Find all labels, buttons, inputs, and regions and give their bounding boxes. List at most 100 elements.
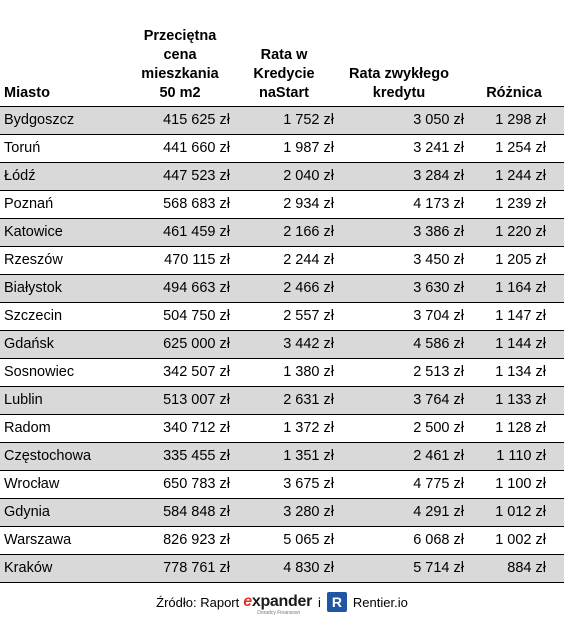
table-row: Radom 340 712 zł 1 372 zł 2 500 zł 1 128 zł [0, 413, 564, 442]
source-prefix: Źródło: Raport [156, 594, 240, 610]
expander-tagline: Doradcy Finansowi [257, 610, 300, 616]
difference-cell: 1 012 zł [464, 497, 564, 526]
price-cell: 568 683 zł [118, 189, 234, 218]
table-row: Warszawa 826 923 zł 5 065 zł 6 068 zł 1 002 … [0, 525, 564, 554]
expander-logo: expander Doradcy Finansowi [243, 593, 313, 616]
header-rata-kredyt-nastart: Rata w Kredycie naStart [234, 0, 334, 106]
price-cell: 584 848 zł [118, 497, 234, 526]
price-cell: 461 459 zł [118, 217, 234, 246]
rate-regular-cell: 3 050 zł [334, 105, 464, 134]
difference-cell: 1 110 zł [464, 441, 564, 470]
price-cell: 826 923 zł [118, 525, 234, 554]
city-cell: Sosnowiec [0, 357, 118, 386]
table-body: Bydgoszcz 415 625 zł 1 752 zł 3 050 zł 1 298… [0, 105, 564, 583]
city-cell: Poznań [0, 189, 118, 218]
difference-cell: 1 002 zł [464, 525, 564, 554]
rate-regular-cell: 2 461 zł [334, 441, 464, 470]
price-cell: 625 000 zł [118, 329, 234, 358]
header-rata-kredyt-nastart-text: Rata w Kredycie naStart [253, 46, 315, 101]
city-cell: Szczecin [0, 301, 118, 330]
table-row: Kraków 778 761 zł 4 830 zł 5 714 zł 884 zł [0, 553, 564, 583]
header-cena: Przeciętna cena mieszkania 50 m2 [118, 0, 234, 106]
rate-regular-cell: 3 284 zł [334, 161, 464, 190]
price-cell: 513 007 zł [118, 385, 234, 414]
table-header-row: Miasto Przeciętna cena mieszkania 50 m2 … [0, 0, 564, 106]
city-cell: Radom [0, 413, 118, 442]
rate-regular-cell: 4 291 zł [334, 497, 464, 526]
city-cell: Toruń [0, 133, 118, 162]
rate-nastart-cell: 2 934 zł [234, 189, 334, 218]
difference-cell: 1 128 zł [464, 413, 564, 442]
price-cell: 415 625 zł [118, 105, 234, 134]
difference-cell: 1 144 zł [464, 329, 564, 358]
rate-regular-cell: 2 513 zł [334, 357, 464, 386]
city-cell: Wrocław [0, 469, 118, 498]
city-cell: Gdynia [0, 497, 118, 526]
rate-nastart-cell: 1 372 zł [234, 413, 334, 442]
rate-nastart-cell: 2 466 zł [234, 273, 334, 302]
table-row: Gdynia 584 848 zł 3 280 zł 4 291 zł 1 012 zł [0, 497, 564, 526]
table-row: Łódź 447 523 zł 2 040 zł 3 284 zł 1 244 zł [0, 161, 564, 190]
rate-nastart-cell: 3 675 zł [234, 469, 334, 498]
price-table: Miasto Przeciętna cena mieszkania 50 m2 … [0, 0, 564, 583]
table-row: Lublin 513 007 zł 2 631 zł 3 764 zł 1 133 zł [0, 385, 564, 414]
source-separator: i [318, 594, 321, 610]
table-row: Wrocław 650 783 zł 3 675 zł 4 775 zł 1 100 z… [0, 469, 564, 498]
table-row: Gdańsk 625 000 zł 3 442 zł 4 586 zł 1 144 zł [0, 329, 564, 358]
rate-nastart-cell: 3 442 zł [234, 329, 334, 358]
difference-cell: 1 134 zł [464, 357, 564, 386]
table-row: Poznań 568 683 zł 2 934 zł 4 173 zł 1 239 zł [0, 189, 564, 218]
difference-cell: 1 244 zł [464, 161, 564, 190]
price-cell: 447 523 zł [118, 161, 234, 190]
rate-nastart-cell: 1 752 zł [234, 105, 334, 134]
rate-nastart-cell: 1 987 zł [234, 133, 334, 162]
rate-regular-cell: 3 630 zł [334, 273, 464, 302]
difference-cell: 1 205 zł [464, 245, 564, 274]
city-cell: Łódź [0, 161, 118, 190]
city-cell: Rzeszów [0, 245, 118, 274]
rate-nastart-cell: 2 040 zł [234, 161, 334, 190]
rate-regular-cell: 5 714 zł [334, 553, 464, 583]
rate-regular-cell: 4 586 zł [334, 329, 464, 358]
rate-regular-cell: 3 241 zł [334, 133, 464, 162]
header-cena-text: Przeciętna cena mieszkania 50 m2 [141, 27, 219, 101]
price-cell: 778 761 zł [118, 553, 234, 583]
price-cell: 650 783 zł [118, 469, 234, 498]
difference-cell: 1 147 zł [464, 301, 564, 330]
price-cell: 340 712 zł [118, 413, 234, 442]
rate-regular-cell: 6 068 zł [334, 525, 464, 554]
difference-cell: 1 254 zł [464, 133, 564, 162]
rate-regular-cell: 2 500 zł [334, 413, 464, 442]
city-cell: Gdańsk [0, 329, 118, 358]
table-row: Białystok 494 663 zł 2 466 zł 3 630 zł 1 164… [0, 273, 564, 302]
city-cell: Warszawa [0, 525, 118, 554]
expander-logo-rest: xpander [251, 593, 313, 610]
rentier-name: Rentier.io [352, 594, 408, 610]
header-rata-zwyklego: Rata zwykłego kredytu [334, 0, 464, 106]
header-roznica: Różnica [486, 84, 542, 101]
rate-nastart-cell: 5 065 zł [234, 525, 334, 554]
table-row: Toruń 441 660 zł 1 987 zł 3 241 zł 1 254 zł [0, 133, 564, 162]
city-cell: Bydgoszcz [0, 105, 118, 134]
table-row: Bydgoszcz 415 625 zł 1 752 zł 3 050 zł 1 298… [0, 105, 564, 134]
rate-nastart-cell: 4 830 zł [234, 553, 334, 583]
city-cell: Białystok [0, 273, 118, 302]
rate-nastart-cell: 2 166 zł [234, 217, 334, 246]
price-cell: 335 455 zł [118, 441, 234, 470]
difference-cell: 1 133 zł [464, 385, 564, 414]
rate-nastart-cell: 2 557 zł [234, 301, 334, 330]
city-cell: Lublin [0, 385, 118, 414]
source-line: Źródło: Raport expander Doradcy Finansow… [0, 590, 564, 616]
rentier-logo-icon: R [326, 592, 347, 612]
expander-logo-e: e [243, 593, 252, 610]
rate-nastart-cell: 2 244 zł [234, 245, 334, 274]
rate-nastart-cell: 1 351 zł [234, 441, 334, 470]
difference-cell: 1 164 zł [464, 273, 564, 302]
difference-cell: 1 100 zł [464, 469, 564, 498]
rate-regular-cell: 3 704 zł [334, 301, 464, 330]
table-row: Sosnowiec 342 507 zł 1 380 zł 2 513 zł 1 134… [0, 357, 564, 386]
header-miasto: Miasto [4, 84, 50, 101]
difference-cell: 1 220 zł [464, 217, 564, 246]
city-cell: Kraków [0, 553, 118, 583]
difference-cell: 1 239 zł [464, 189, 564, 218]
